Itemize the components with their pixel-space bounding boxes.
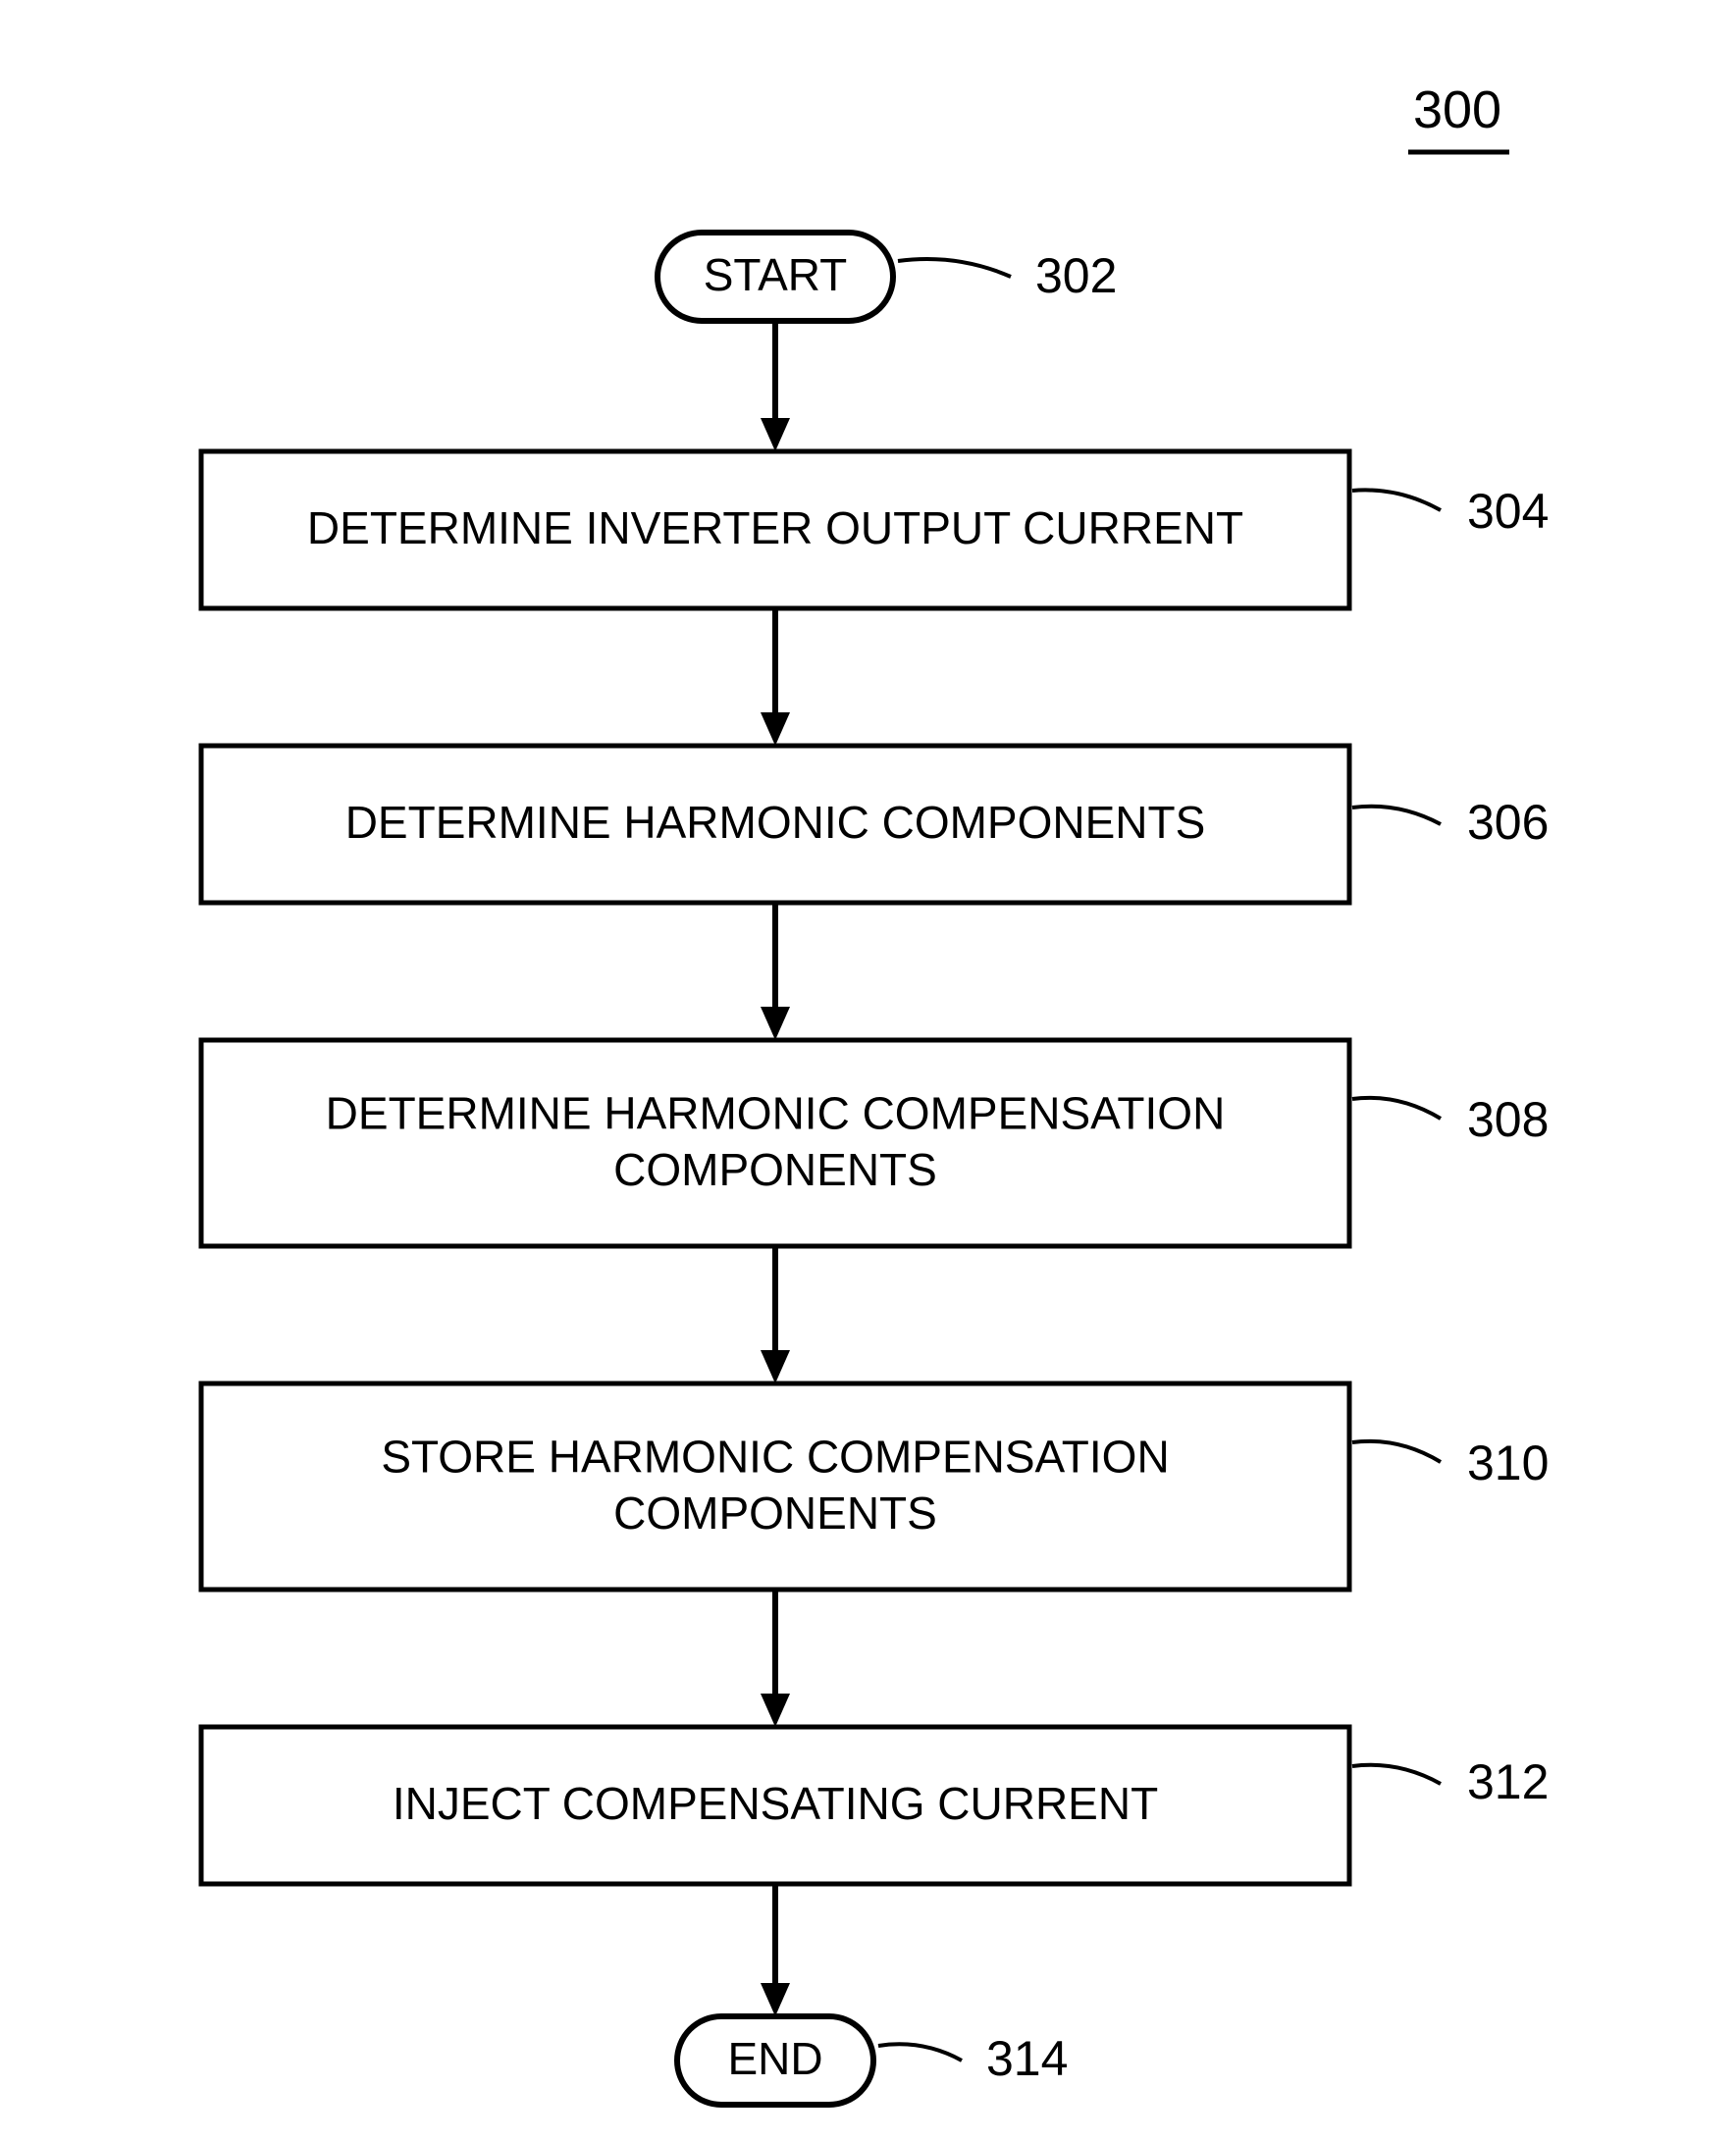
process-step: DETERMINE HARMONIC COMPONENTS 306	[201, 746, 1549, 903]
process-label: DETERMINE HARMONIC COMPONENTS	[345, 797, 1206, 848]
figure-reference-number: 300	[1413, 80, 1501, 139]
reference-number: 314	[986, 2031, 1068, 2086]
arrowhead-icon	[761, 1350, 790, 1383]
start-terminator: START 302	[658, 233, 1117, 321]
reference-number: 310	[1467, 1435, 1549, 1490]
reference-number: 308	[1467, 1092, 1549, 1147]
arrowhead-icon	[761, 1007, 790, 1040]
reference-leader	[1352, 490, 1441, 510]
process-label: STORE HARMONIC COMPENSATION	[381, 1431, 1169, 1482]
end-terminator: END 314	[677, 2016, 1068, 2105]
process-step: DETERMINE INVERTER OUTPUT CURRENT 304	[201, 451, 1549, 608]
arrowhead-icon	[761, 1694, 790, 1727]
process-step: STORE HARMONIC COMPENSATION COMPONENTS 310	[201, 1383, 1549, 1590]
reference-number: 306	[1467, 795, 1549, 850]
reference-number: 304	[1467, 484, 1549, 539]
reference-leader	[1352, 807, 1441, 824]
reference-leader	[1352, 1098, 1441, 1119]
terminator-label: START	[704, 249, 848, 300]
reference-leader	[898, 259, 1011, 277]
reference-number: 302	[1035, 248, 1117, 303]
process-label: COMPONENTS	[613, 1144, 937, 1195]
arrowhead-icon	[761, 712, 790, 746]
process-label: COMPONENTS	[613, 1488, 937, 1539]
reference-leader	[878, 2044, 962, 2061]
process-step: DETERMINE HARMONIC COMPENSATION COMPONENT…	[201, 1040, 1549, 1246]
process-label: DETERMINE INVERTER OUTPUT CURRENT	[307, 502, 1243, 553]
flowchart-canvas: 300 START 302 DETERMINE INVERTER OUTPUT CUR…	[0, 0, 1736, 2140]
reference-number: 312	[1467, 1754, 1549, 1809]
terminator-label: END	[727, 2033, 822, 2084]
process-label: INJECT COMPENSATING CURRENT	[393, 1778, 1158, 1829]
process-step: INJECT COMPENSATING CURRENT 312	[201, 1727, 1549, 1884]
arrowhead-icon	[761, 418, 790, 451]
arrowhead-icon	[761, 1983, 790, 2016]
process-label: DETERMINE HARMONIC COMPENSATION	[326, 1087, 1226, 1138]
reference-leader	[1352, 1441, 1441, 1462]
reference-leader	[1352, 1765, 1441, 1784]
